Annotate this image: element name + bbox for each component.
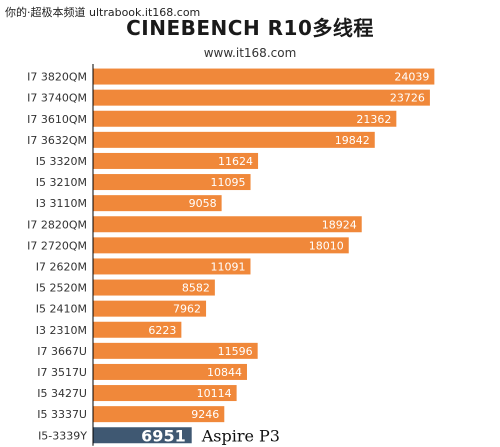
category-label: I7 3820QM [27,71,87,84]
category-label: I5 2410M [36,303,87,316]
bar-value-label: 7962 [173,303,201,316]
data-bar [93,152,259,169]
category-label: I5-3339Y [38,429,87,442]
bar-value-label: 11095 [211,176,246,189]
data-bar [93,216,362,233]
chart-subtitle: www.it168.com [203,46,297,60]
data-bar [93,385,237,402]
category-label: I3 3110M [36,197,87,210]
category-label: I7 3740QM [27,92,87,105]
data-bar [93,321,182,338]
data-bar [93,342,258,359]
data-bar [93,89,430,106]
data-bar [93,363,247,380]
bar-value-label: 9246 [191,408,219,421]
bar-value-label: 11091 [210,260,245,273]
data-bar [93,406,225,423]
data-bar [93,279,215,296]
category-label: I5 3320M [36,155,87,168]
category-label: I7 2820QM [27,218,87,231]
bar-value-label: 19842 [335,134,370,147]
chart-title: CINEBENCH R10多线程 [126,16,374,40]
data-bar [93,258,251,275]
category-label: I5 3427U [37,387,87,400]
category-label: I3 2310M [36,324,87,337]
bar-value-label: 24039 [394,71,429,84]
watermark-text: 你的·超极本频道 ultrabook.it168.com [5,6,201,19]
bar-value-label: 9058 [189,197,217,210]
data-bar [93,110,397,127]
bar-value-label: 10114 [197,387,232,400]
data-bar [93,195,222,212]
category-label: I7 3632QM [27,134,87,147]
category-label: I7 3667U [37,345,87,358]
category-label: I7 2620M [36,260,87,273]
bar-value-label: 11624 [218,155,253,168]
data-bar [93,68,435,85]
bar-value-label: 10844 [207,366,242,379]
bar-value-label: 18924 [322,218,357,231]
bar-value-label: 6223 [148,324,176,337]
data-bar [93,131,375,148]
category-label: I7 3517U [37,366,87,379]
bar-value-label: 11596 [218,345,253,358]
category-label: I7 3610QM [27,113,87,126]
data-bar [93,237,349,254]
category-label: I5 2520M [36,282,87,295]
bar-value-label: 23726 [390,92,425,105]
category-label: I5 3210M [36,176,87,189]
data-bar [93,300,207,317]
highlight-bar [93,427,192,444]
bar-value-label: 18010 [309,239,344,252]
category-label: I5 3337U [37,408,87,421]
bar-value-label: 8582 [182,282,210,295]
category-label: I7 2720QM [27,239,87,252]
bar-value-label: 21362 [356,113,391,126]
data-bar [93,174,251,191]
bar-value-label: 6951 [141,426,186,445]
highlight-label: Aspire P3 [201,426,280,445]
